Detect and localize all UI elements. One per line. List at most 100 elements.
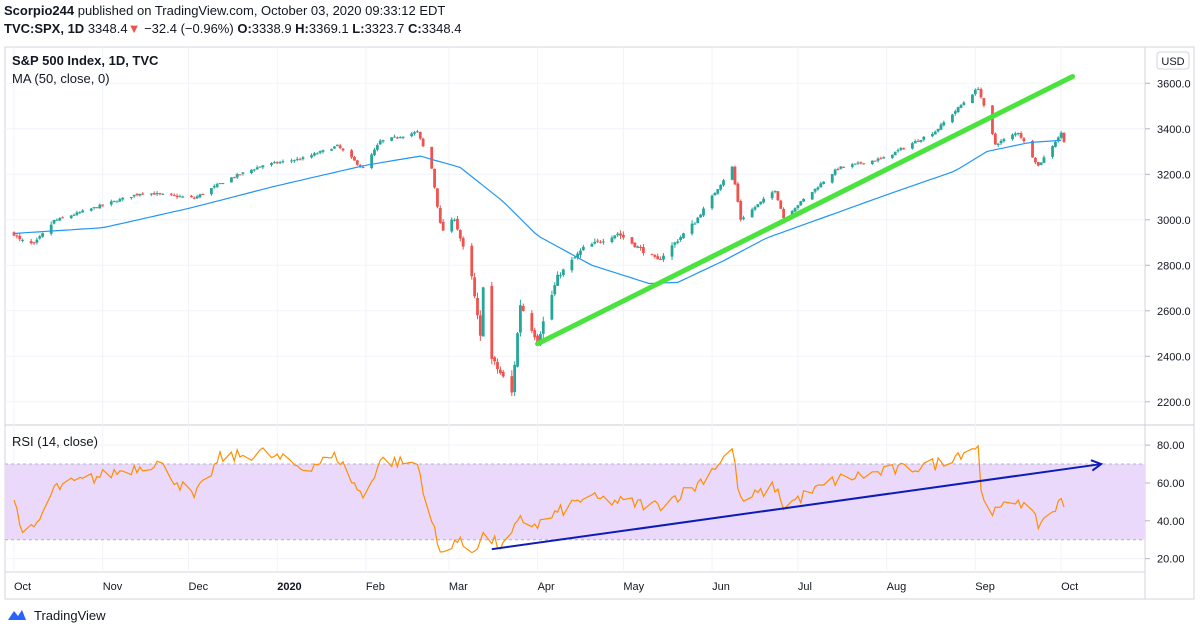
rsi-legend: RSI (14, close) — [12, 434, 98, 449]
candle-body — [255, 167, 259, 170]
candle-body — [736, 183, 740, 202]
candle-body — [842, 166, 846, 168]
candle-body — [699, 214, 703, 218]
candle-body — [232, 177, 236, 179]
candle-body — [476, 298, 479, 316]
candle-body — [315, 153, 319, 155]
high-value: 3369.1 — [308, 21, 349, 36]
candle-body — [879, 158, 883, 160]
candle-body — [221, 183, 225, 185]
candle-body — [318, 151, 322, 153]
candle-body — [553, 285, 557, 295]
price-tick-label: 2600.0 — [1157, 306, 1191, 318]
candle-body — [930, 133, 934, 137]
candle-body — [195, 196, 199, 199]
candle-body — [622, 234, 625, 238]
candle-body — [29, 241, 33, 244]
candle-body — [916, 140, 920, 142]
blue-trendline[interactable] — [491, 463, 1102, 551]
time-tick-label: Oct — [1061, 581, 1078, 593]
candle-body — [991, 105, 994, 135]
rsi-tick-label: 60.00 — [1157, 478, 1185, 490]
candle-body — [742, 217, 745, 219]
price-tick-label: 3200.0 — [1157, 169, 1191, 181]
footer: TradingView — [6, 607, 106, 623]
candle-body — [859, 162, 863, 164]
candle-body — [52, 219, 56, 224]
candle-body — [633, 242, 637, 248]
candle-body — [1019, 133, 1023, 138]
candle-body — [919, 139, 923, 142]
candle-body — [836, 168, 840, 170]
candle-body — [38, 236, 42, 239]
time-axis[interactable]: Oct Nov Dec 2020 Feb Mar Apr May Jun Jul Aug Sep Oct — [14, 581, 1078, 593]
candle-body — [178, 196, 182, 198]
candle-body — [292, 160, 296, 162]
candle-body — [230, 177, 233, 183]
candle-body — [12, 232, 16, 236]
candle-body — [541, 321, 545, 334]
candle-body — [135, 194, 139, 196]
candle-body — [673, 242, 677, 245]
candle-body — [378, 140, 382, 145]
candle-body — [218, 183, 222, 185]
candle-body — [750, 209, 754, 218]
candle-body — [782, 208, 786, 219]
candle-body — [973, 89, 977, 95]
candle-body — [410, 133, 414, 137]
candle-body — [61, 217, 65, 219]
close-value: 3348.4 — [421, 21, 462, 36]
candle-body — [813, 188, 817, 192]
candle-body — [902, 148, 906, 150]
candle-body — [679, 237, 683, 240]
candle-body — [496, 361, 499, 370]
time-tick-label: Mar — [449, 581, 468, 593]
candle-body — [796, 205, 800, 208]
candle-body — [393, 136, 396, 138]
candle-body — [418, 131, 422, 139]
candle-body — [653, 255, 657, 257]
candle-body — [1016, 132, 1020, 134]
rsi-line — [13, 444, 1065, 554]
candle-body — [573, 257, 577, 259]
candle-body — [313, 153, 316, 156]
candle-body — [353, 157, 356, 161]
candle-body — [593, 241, 597, 244]
candle-body — [521, 305, 525, 311]
candle-body — [1036, 162, 1040, 166]
open-label: O: — [237, 21, 252, 36]
candle-body — [109, 201, 113, 205]
candle-body — [270, 163, 273, 165]
candle-body — [756, 204, 760, 207]
candle-body — [458, 230, 462, 239]
candle-body — [601, 241, 605, 243]
candle-body — [759, 201, 763, 205]
candle-body — [890, 154, 894, 158]
candle-body — [833, 169, 837, 175]
candle-body — [198, 194, 202, 198]
rsi-axis[interactable]: 80.00 60.00 40.00 20.00 — [1145, 440, 1185, 566]
candle-body — [999, 140, 1003, 144]
candle-body — [155, 193, 159, 195]
candle-body — [922, 136, 926, 140]
candle-body — [896, 150, 900, 152]
symbol-label: TVC:SPX, 1D — [4, 21, 85, 36]
brand-name[interactable]: TradingView — [34, 607, 106, 623]
time-tick-label: Apr — [538, 581, 555, 593]
candle-body — [913, 141, 917, 144]
candle-body — [330, 149, 333, 151]
candle-body — [793, 208, 797, 212]
candle-body — [636, 246, 640, 248]
price-axis[interactable]: 3600.0 3400.0 3200.0 3000.0 2800.0 2600.0 2400… — [1145, 78, 1191, 409]
candle-body — [716, 189, 720, 194]
candle-body — [951, 114, 954, 123]
green-trendline[interactable] — [535, 73, 1076, 347]
candle-body — [241, 172, 245, 174]
currency-badge: USD — [1156, 51, 1190, 70]
time-tick-label: Nov — [103, 581, 123, 593]
candle-body — [278, 162, 282, 164]
candle-body — [81, 210, 85, 213]
candle-body — [375, 145, 379, 150]
candle-body — [95, 207, 99, 209]
